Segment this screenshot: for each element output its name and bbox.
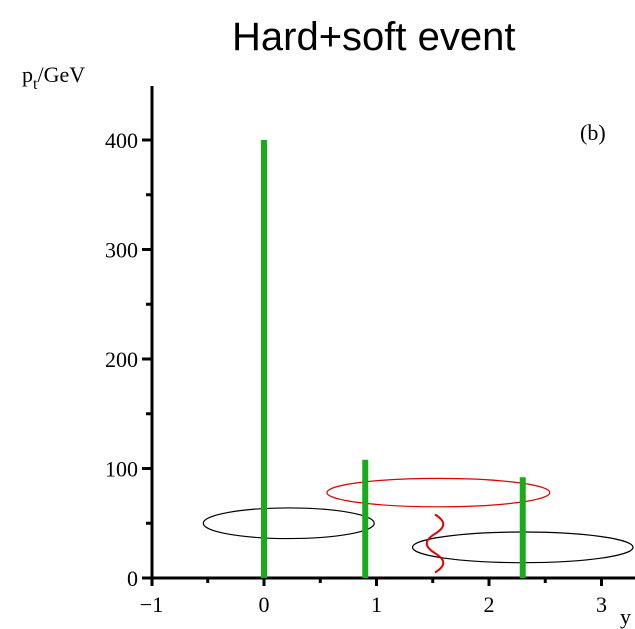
x-tick-label: 3 <box>596 592 607 617</box>
black-ellipse <box>202 507 375 540</box>
y-tick-label: 100 <box>105 457 138 482</box>
x-axis-label: y <box>620 604 631 629</box>
wavy-line <box>425 513 445 574</box>
y-tick-label: 400 <box>105 128 138 153</box>
panel-label: (b) <box>580 120 606 145</box>
y-tick-label: 300 <box>105 238 138 263</box>
y-axis-label: pt/GeV <box>22 62 85 93</box>
x-tick-label: 2 <box>484 592 495 617</box>
chart-title: Hard+soft event <box>232 15 516 59</box>
x-tick-label: 1 <box>371 592 382 617</box>
x-tick-label: −1 <box>140 592 163 617</box>
y-tick-label: 0 <box>127 566 138 591</box>
y-tick-label: 200 <box>105 347 138 372</box>
red-ellipse <box>326 477 551 508</box>
x-tick-label: 0 <box>259 592 270 617</box>
